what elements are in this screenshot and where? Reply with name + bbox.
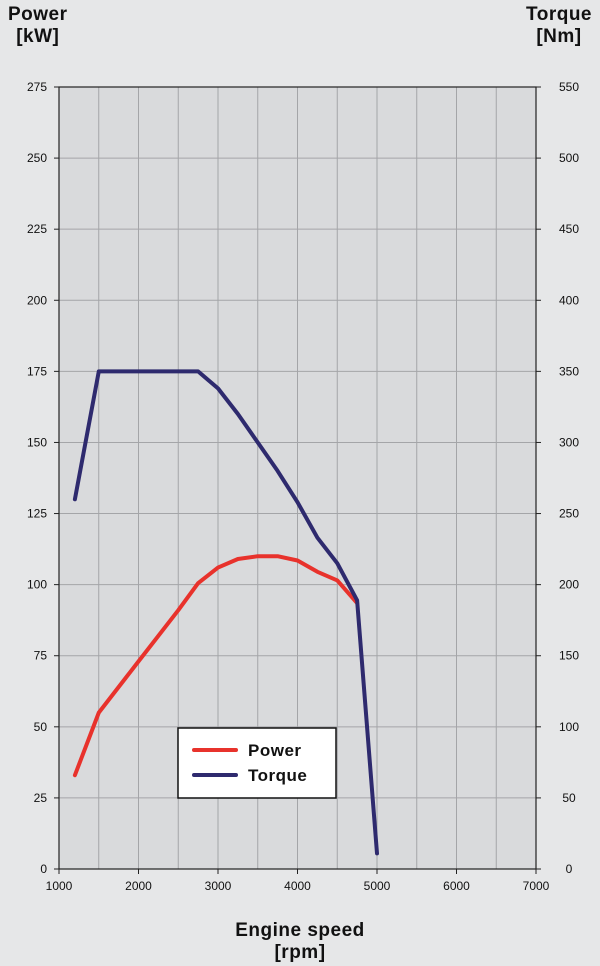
legend-label-torque: Torque bbox=[248, 766, 307, 785]
right-tick-label: 500 bbox=[559, 151, 579, 165]
right-tick-label: 50 bbox=[562, 791, 576, 805]
left-axis-title-line1: Power bbox=[8, 4, 68, 25]
legend: Power Torque bbox=[177, 727, 337, 799]
x-axis-ticks: 1000 2000 3000 4000 5000 6000 7000 bbox=[46, 869, 550, 893]
x-axis-title: Engine speed [rpm] bbox=[0, 920, 600, 964]
right-axis-title: Torque [Nm] bbox=[526, 4, 592, 48]
x-tick-label: 2000 bbox=[125, 879, 152, 893]
x-tick-label: 5000 bbox=[364, 879, 391, 893]
plot-frame bbox=[58, 86, 537, 870]
right-tick-label: 150 bbox=[559, 649, 579, 663]
left-tick-label: 75 bbox=[34, 649, 48, 663]
left-tick-label: 275 bbox=[27, 80, 47, 94]
right-axis-ticks: 0 50 100 150 200 250 300 350 400 450 500 550 bbox=[536, 80, 579, 876]
left-tick-label: 100 bbox=[27, 578, 47, 592]
x-tick-label: 3000 bbox=[205, 879, 232, 893]
series-line-power bbox=[72, 554, 360, 778]
x-tick-label: 7000 bbox=[523, 879, 550, 893]
legend-box bbox=[177, 727, 337, 799]
right-tick-label: 300 bbox=[559, 435, 579, 449]
left-tick-label: 50 bbox=[34, 720, 48, 734]
left-axis-title: Power [kW] bbox=[8, 4, 68, 48]
left-tick-label: 25 bbox=[34, 791, 48, 805]
right-tick-label: 100 bbox=[559, 720, 579, 734]
x-axis-title-line2: [rpm] bbox=[274, 942, 326, 963]
x-tick-label: 4000 bbox=[284, 879, 311, 893]
legend-label-power: Power bbox=[248, 741, 302, 760]
left-tick-label: 250 bbox=[27, 151, 47, 165]
x-axis-title-line1: Engine speed bbox=[235, 920, 365, 941]
series-line-torque bbox=[72, 369, 379, 856]
right-tick-label: 400 bbox=[559, 293, 579, 307]
right-tick-label: 450 bbox=[559, 222, 579, 236]
left-tick-label: 0 bbox=[40, 862, 47, 876]
left-tick-label: 225 bbox=[27, 222, 47, 236]
right-tick-label: 0 bbox=[566, 862, 573, 876]
left-tick-label: 200 bbox=[27, 293, 47, 307]
right-tick-label: 550 bbox=[559, 80, 579, 94]
left-axis-ticks: 0 25 50 75 100 125 150 175 200 225 250 275 bbox=[27, 80, 59, 876]
x-tick-label: 6000 bbox=[443, 879, 470, 893]
right-tick-label: 350 bbox=[559, 364, 579, 378]
x-tick-label: 1000 bbox=[46, 879, 73, 893]
left-axis-title-line2: [kW] bbox=[16, 26, 60, 47]
right-tick-label: 250 bbox=[559, 507, 579, 521]
left-tick-label: 125 bbox=[27, 507, 47, 521]
right-tick-label: 200 bbox=[559, 578, 579, 592]
right-axis-title-line1: Torque bbox=[526, 4, 592, 25]
series-lines bbox=[72, 369, 379, 856]
left-tick-label: 150 bbox=[27, 435, 47, 449]
left-tick-label: 175 bbox=[27, 364, 47, 378]
right-axis-title-line2: [Nm] bbox=[536, 26, 582, 47]
